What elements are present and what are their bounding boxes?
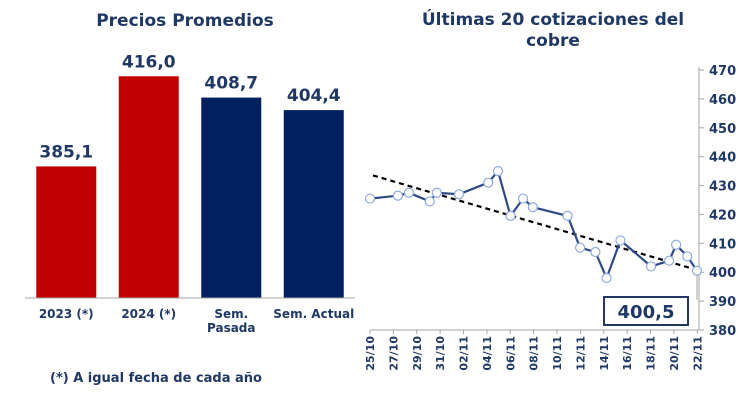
y-tick-label: 410 [709,237,736,252]
bar-category-label: 2024 (*) [121,307,176,321]
last-value-box [603,296,689,326]
bar-chart-plot: 385,1 2023 (*) 416,0 2024 (*) 408,7 Sem.Pasad… [36,52,354,335]
bar-4 [283,110,344,298]
y-tick-label: 380 [709,324,736,339]
bar-chart-panel: Precios Promedios 385,1 2023 (*) 416,0 2024… [25,11,355,386]
bar-value-label: 385,1 [39,142,93,162]
y-tick-label: 440 [709,151,736,166]
y-tick-label: 460 [709,93,736,108]
bar-3 [201,97,262,298]
x-tick-label: 12/11 [574,336,587,371]
data-point [601,272,612,284]
bar-value-label: 408,7 [204,74,258,94]
data-point [403,187,415,198]
y-tick-label: 390 [709,295,736,310]
data-point [691,265,703,276]
x-tick-label: 16/11 [621,336,634,371]
data-point [517,193,529,204]
x-tick-label: 04/11 [481,336,494,371]
x-tick-label: 22/11 [691,336,704,371]
x-tick-label: 14/11 [598,336,611,371]
x-tick-label: 10/11 [551,336,564,371]
data-point [590,246,601,258]
y-tick-label: 400 [709,266,736,281]
last-value-label: 400,5 [618,302,675,323]
bar-category-label: Pasada [207,321,256,335]
bar-value-label: 416,0 [122,52,176,72]
data-point [492,166,504,177]
data-point [575,242,586,253]
line-chart-title-line-2: cobre [526,31,580,51]
x-tick-label: 06/11 [504,336,517,371]
x-tick-label: 27/10 [387,336,400,371]
data-point [431,187,442,198]
data-point [392,190,403,201]
x-tick-label: 18/11 [645,336,658,371]
x-tick-label: 29/10 [411,336,424,371]
trend-line [372,174,691,269]
bar-2 [118,76,179,299]
data-point [483,177,494,188]
data-point [505,210,516,221]
data-point [671,239,682,250]
data-point [562,210,573,221]
y-tick-label: 420 [709,208,736,223]
data-point [453,189,465,200]
bar-chart-title: Precios Promedios [96,11,274,31]
bar-category-label: Sem. Actual [273,307,354,321]
price-series-line [369,168,698,281]
x-tick-label: 02/11 [458,336,471,371]
bar-category-label: Sem. [214,307,248,321]
data-point [527,202,538,213]
y-tick-label: 430 [709,180,736,195]
x-tick-label: 08/11 [528,336,541,371]
line-chart-title-line-1: Últimas 20 cotizaciones del [422,8,684,30]
line-chart-plot: 470 460 450 440 430 420 410 400 390 380 25/10 27/10… [364,64,736,371]
y-tick-label: 450 [709,122,736,137]
x-tick-label: 20/11 [668,336,681,371]
y-tick-label: 470 [709,64,736,79]
bar-1 [36,166,97,298]
bar-value-label: 404,4 [287,86,341,106]
data-point [664,255,675,266]
data-point [364,193,376,204]
data-point [645,261,657,272]
data-point [424,196,435,207]
x-tick-label: 31/10 [434,336,447,371]
x-tick-label: 25/10 [364,336,377,371]
data-point [682,251,693,262]
bar-category-label: 2023 (*) [39,307,94,321]
bar-chart-footnote: (*) A igual fecha de cada año [50,371,262,386]
data-point [615,235,626,246]
line-chart-panel: Últimas 20 cotizaciones del cobre 470 460… [364,8,736,371]
